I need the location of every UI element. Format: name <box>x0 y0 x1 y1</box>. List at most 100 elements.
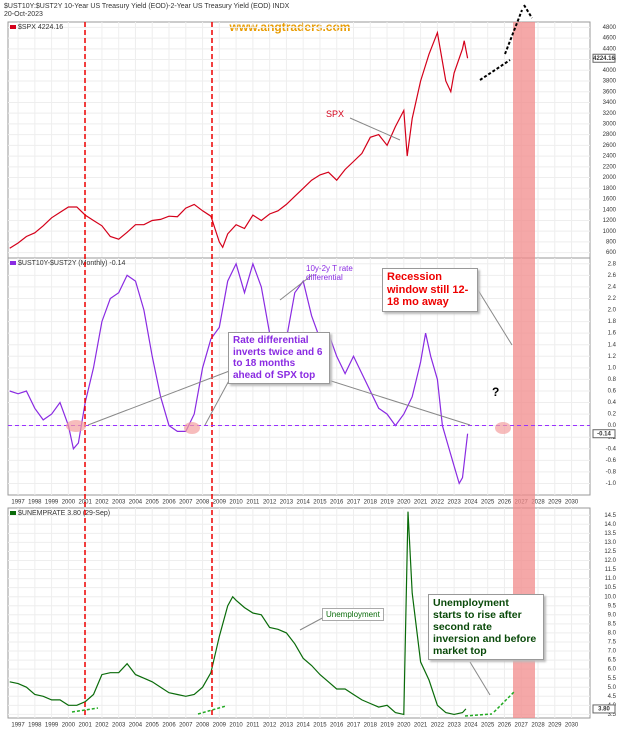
x-tick-label: 1999 <box>45 723 59 729</box>
pointer <box>477 289 513 346</box>
y-tick-label: 6.5 <box>608 658 617 664</box>
x-tick-label: 2026 <box>498 723 512 729</box>
y-tick-label: 10.5 <box>604 585 616 591</box>
y-tick-label: 1400 <box>603 207 617 213</box>
y-tick-label: 1.4 <box>608 342 617 348</box>
x-tick-label: 2018 <box>364 723 378 729</box>
series-line <box>9 511 467 716</box>
header-date: 20-Oct-2023 <box>4 11 43 18</box>
x-tick-label: 1998 <box>28 500 42 506</box>
y-tick-label: -0.8 <box>606 469 617 475</box>
y-tick-label: 5.0 <box>608 685 617 691</box>
y-tick-label: 1800 <box>603 186 617 192</box>
y-tick-label: 5.5 <box>608 676 617 682</box>
y-tick-label: 3200 <box>603 111 617 117</box>
pointer <box>279 274 313 301</box>
legend-swatch <box>10 261 16 265</box>
x-tick-label: 2005 <box>146 723 160 729</box>
y-tick-label: 2200 <box>603 164 617 170</box>
x-tick-label: 2000 <box>62 500 76 506</box>
x-tick-label: 2010 <box>229 500 243 506</box>
annotation-box: Unemployment starts to rise after second… <box>428 594 544 661</box>
y-tick-label: 1600 <box>603 197 617 203</box>
arrow <box>523 4 533 19</box>
y-tick-label: 4800 <box>603 25 617 31</box>
x-tick-label: 2027 <box>515 723 529 729</box>
annotation: ? <box>492 385 500 399</box>
y-tick-label: 6.0 <box>608 667 617 673</box>
x-tick-label: 1998 <box>28 723 42 729</box>
y-tick-label: 0.2 <box>608 412 617 418</box>
x-tick-label: 2009 <box>213 723 227 729</box>
header-title: $UST10Y:$UST2Y 10-Year US Treasury Yield… <box>4 3 290 10</box>
legend-label: $SPX 4224.16 <box>18 24 63 31</box>
y-tick-label: 2800 <box>603 132 617 138</box>
inversion-marker <box>495 422 511 434</box>
last-value-label: -0.14 <box>597 431 611 437</box>
y-tick-label: 9.5 <box>608 603 617 609</box>
y-tick-label: 0.6 <box>608 389 617 395</box>
y-tick-label: 7.0 <box>608 649 617 655</box>
series-line <box>9 30 469 249</box>
x-tick-label: 2013 <box>280 723 294 729</box>
y-tick-label: 1200 <box>603 218 617 224</box>
y-tick-label: 4600 <box>603 36 617 42</box>
x-tick-label: 2029 <box>548 500 562 506</box>
last-value-box <box>592 53 616 63</box>
y-tick-label: 3000 <box>603 121 617 127</box>
y-tick-label: 2.6 <box>608 273 617 279</box>
y-tick-label: -0.4 <box>606 446 617 452</box>
x-tick-label: 2001 <box>78 723 92 729</box>
x-tick-label: 2006 <box>162 500 176 506</box>
x-tick-label: 2012 <box>263 500 277 506</box>
x-tick-label: 2030 <box>565 500 579 506</box>
pointer <box>87 369 233 426</box>
x-tick-label: 2003 <box>112 500 126 506</box>
legend-label: $UST10Y-$UST2Y (Monthly) -0.14 <box>18 260 125 267</box>
y-tick-label: 2.4 <box>608 284 617 290</box>
legend-label: $UNEMPRATE 3.80 (29-Sep) <box>18 510 110 517</box>
panel-frame <box>7 21 591 259</box>
x-tick-label: 2015 <box>313 723 327 729</box>
y-tick-label: 3400 <box>603 100 617 106</box>
y-tick-label: 0.0 <box>608 423 617 429</box>
annotation: SPX <box>326 109 345 119</box>
pointer <box>469 661 491 696</box>
x-tick-label: 2029 <box>548 723 562 729</box>
y-tick-label: 2600 <box>603 143 617 149</box>
y-tick-label: 1.8 <box>608 319 617 325</box>
x-tick-label: 2016 <box>330 723 344 729</box>
x-tick-label: 1997 <box>11 723 25 729</box>
arrow <box>504 9 523 55</box>
y-tick-label: 2000 <box>603 175 617 181</box>
last-value-box <box>592 429 616 439</box>
x-tick-label: 2007 <box>179 723 193 729</box>
y-tick-label: 13.5 <box>604 531 616 537</box>
series-line <box>9 261 469 485</box>
y-tick-label: 13.0 <box>604 540 616 546</box>
x-tick-label: 2030 <box>565 723 579 729</box>
y-tick-label: 800 <box>606 239 617 245</box>
inversion-marker <box>184 422 200 434</box>
y-tick-label: 0.4 <box>608 400 617 406</box>
y-tick-label: 2.0 <box>608 308 617 314</box>
x-tick-label: 2004 <box>129 723 143 729</box>
y-tick-label: 4000 <box>603 68 617 74</box>
x-tick-label: 2011 <box>246 723 260 729</box>
y-tick-label: 1.2 <box>608 354 617 360</box>
annotation: 10y-2y T rate differential <box>306 264 353 283</box>
x-tick-label: 2003 <box>112 723 126 729</box>
legend-swatch <box>10 511 16 515</box>
x-tick-label: 2022 <box>431 500 445 506</box>
x-tick-label: 2020 <box>397 723 411 729</box>
x-tick-label: 1997 <box>11 500 25 506</box>
x-tick-label: 2002 <box>95 500 109 506</box>
x-tick-label: 2014 <box>297 500 311 506</box>
x-tick-label: 2011 <box>246 500 260 506</box>
y-tick-label: 12.0 <box>604 558 616 564</box>
y-tick-label: 2.2 <box>608 296 617 302</box>
pointer <box>204 374 233 426</box>
recession-window <box>513 22 535 718</box>
y-tick-label: 11.5 <box>605 567 617 573</box>
x-tick-label: 2016 <box>330 500 344 506</box>
